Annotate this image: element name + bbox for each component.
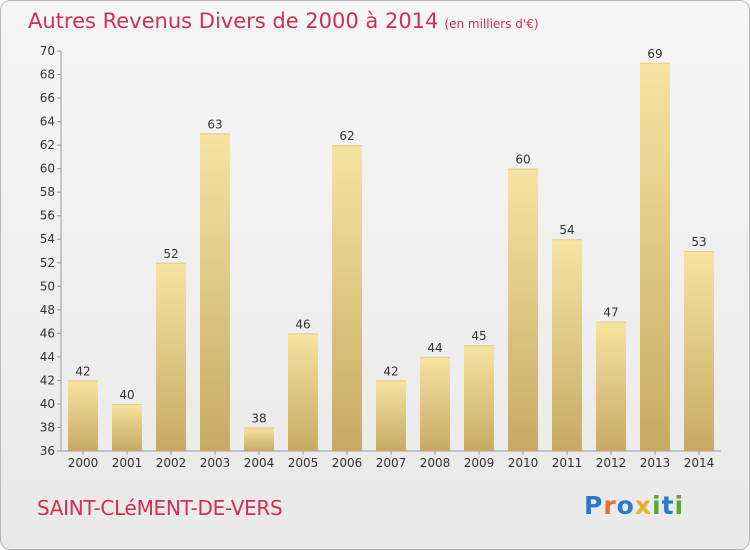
bar-2011 xyxy=(552,239,582,451)
bar-2007 xyxy=(376,380,406,451)
bar-2002 xyxy=(156,262,186,451)
data-label-2011: 54 xyxy=(559,223,574,237)
y-tick-label: 70 xyxy=(40,44,55,58)
y-tick-label: 44 xyxy=(40,350,55,364)
y-tick-label: 48 xyxy=(40,303,55,317)
x-tick-label-2003: 2003 xyxy=(200,456,231,470)
data-label-2008: 44 xyxy=(427,341,442,355)
x-tick-label-2011: 2011 xyxy=(552,456,583,470)
proxiti-logo: Proxiti xyxy=(584,491,684,520)
x-tick-label-2009: 2009 xyxy=(464,456,495,470)
y-tick-label: 60 xyxy=(40,162,55,176)
y-tick-label: 52 xyxy=(40,256,55,270)
bar-2005 xyxy=(288,333,318,451)
data-label-2006: 62 xyxy=(339,129,354,143)
x-tick-label-2013: 2013 xyxy=(640,456,671,470)
bar-2014 xyxy=(684,251,714,451)
y-tick-label: 50 xyxy=(40,279,55,293)
bar-2000 xyxy=(68,380,98,451)
data-label-2000: 42 xyxy=(75,364,90,378)
logo-letter: t xyxy=(661,491,675,520)
data-label-2014: 53 xyxy=(691,235,706,249)
bar-2004 xyxy=(244,427,274,451)
y-tick-label: 40 xyxy=(40,397,55,411)
y-tick-label: 58 xyxy=(40,185,55,199)
data-label-2009: 45 xyxy=(471,329,486,343)
chart-title: Autres Revenus Divers de 2000 à 2014 xyxy=(28,9,439,33)
data-label-2012: 47 xyxy=(603,306,618,320)
commune-name: SAINT-CLéMENT-DE-VERS xyxy=(37,496,283,520)
y-tick-label: 68 xyxy=(40,68,55,82)
x-tick-label-2004: 2004 xyxy=(244,456,275,470)
y-tick-label: 46 xyxy=(40,326,55,340)
x-tick-label-2005: 2005 xyxy=(288,456,319,470)
data-label-2002: 52 xyxy=(163,247,178,261)
x-tick-label-2012: 2012 xyxy=(596,456,627,470)
y-tick-label: 54 xyxy=(40,232,55,246)
x-tick-label-2014: 2014 xyxy=(684,456,715,470)
y-tick-label: 56 xyxy=(40,209,55,223)
y-tick-label: 36 xyxy=(40,444,55,458)
bar-2003 xyxy=(200,133,230,451)
x-tick-label-2002: 2002 xyxy=(156,456,187,470)
logo-letter: i xyxy=(674,491,685,520)
bar-2001 xyxy=(112,403,142,451)
data-label-2001: 40 xyxy=(119,388,134,402)
y-tick-label: 64 xyxy=(40,115,55,129)
y-tick-label: 42 xyxy=(40,373,55,387)
x-tick-label-2001: 2001 xyxy=(112,456,143,470)
bar-2013 xyxy=(640,62,670,451)
logo-letter: i xyxy=(652,491,662,520)
data-label-2010: 60 xyxy=(515,153,530,167)
x-tick-label-2010: 2010 xyxy=(508,456,539,470)
data-label-2005: 46 xyxy=(295,317,310,331)
y-tick-label: 66 xyxy=(40,91,55,105)
data-label-2007: 42 xyxy=(383,364,398,378)
logo-letter: P xyxy=(584,491,604,520)
bar-2006 xyxy=(332,145,362,451)
data-label-2013: 69 xyxy=(647,47,662,61)
data-label-2003: 63 xyxy=(207,117,222,131)
bar-2008 xyxy=(420,356,450,451)
chart-unit-label: (en milliers d'€) xyxy=(444,17,539,31)
chart-title-block: Autres Revenus Divers de 2000 à 2014 (en … xyxy=(28,9,539,33)
logo-letter: r xyxy=(603,491,617,520)
y-tick-label: 62 xyxy=(40,138,55,152)
logo-letter: x xyxy=(634,491,652,520)
x-tick-label-2006: 2006 xyxy=(332,456,363,470)
y-tick-label: 38 xyxy=(40,420,55,434)
x-tick-label-2007: 2007 xyxy=(376,456,407,470)
data-label-2004: 38 xyxy=(251,411,266,425)
bar-2012 xyxy=(596,321,626,451)
bar-2010 xyxy=(508,168,538,451)
x-tick-label-2000: 2000 xyxy=(68,456,99,470)
logo-letter: o xyxy=(616,491,635,520)
bar-2009 xyxy=(464,345,494,451)
x-tick-label-2008: 2008 xyxy=(420,456,451,470)
